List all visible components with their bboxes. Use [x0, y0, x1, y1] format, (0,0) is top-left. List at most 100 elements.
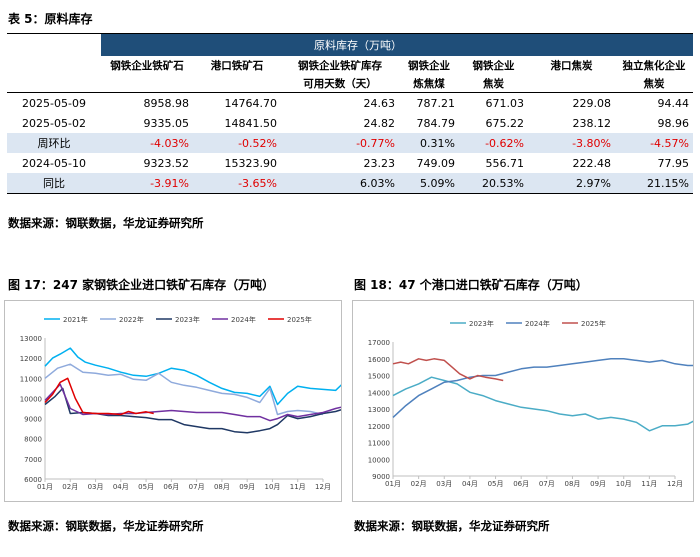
y-tick-label: 8000	[24, 436, 42, 444]
table-cell: 14841.50	[224, 116, 278, 130]
table-row: 2024-05-10 9323.52 15323.90 23.23 749.09 556.…	[7, 153, 693, 173]
x-tick-label: 01月	[385, 480, 401, 488]
table-cell: 671.03	[485, 96, 525, 110]
column-header: 港口铁矿石	[210, 59, 264, 72]
y-tick-label: 16000	[368, 356, 390, 364]
legend-label: 2023年	[175, 315, 200, 324]
y-tick-label: 13000	[368, 406, 390, 414]
legend-label: 2024年	[525, 319, 550, 328]
x-tick-label: 09月	[239, 483, 255, 491]
x-tick-label: 07月	[539, 480, 555, 488]
table-cell: 238.12	[572, 116, 612, 130]
chart18: 9000 10000 11000 12000 13000 14000 15000 16000 1…	[368, 319, 700, 488]
table-cell: 20.53%	[459, 173, 528, 194]
table-cell: -0.62%	[459, 133, 528, 153]
column-header-line2	[101, 74, 193, 93]
column-header: 独立焦化企业	[622, 59, 686, 72]
table-cell: 24.82	[363, 116, 396, 130]
column-header: 钢铁企业铁矿库存	[298, 59, 382, 72]
table-cell: 2.97%	[528, 173, 615, 194]
row-label: 周环比	[7, 133, 101, 153]
table-cell: 21.15%	[615, 173, 693, 194]
table-cell: -0.52%	[193, 133, 281, 153]
y-tick-label: 13000	[20, 335, 42, 343]
x-tick-label: 01月	[37, 483, 53, 491]
table-cell: 24.63	[363, 96, 396, 110]
legend-label: 2024年	[231, 315, 256, 324]
table-cell: -3.91%	[101, 173, 193, 194]
x-tick-label: 05月	[488, 480, 504, 488]
table-row: 周环比 -4.03% -0.52% -0.77% 0.31% -0.62% -3.80% -4…	[7, 133, 693, 153]
x-tick-label: 12月	[315, 483, 331, 491]
x-tick-label: 03月	[436, 480, 452, 488]
y-tick-label: 9000	[372, 473, 390, 481]
table-cell: -0.77%	[281, 133, 399, 153]
column-header-line2: 炼焦煤	[399, 74, 459, 93]
chart17-title: 图 17：247 家钢铁企业进口铁矿石库存（万吨）	[8, 278, 275, 292]
column-header: 钢铁企业铁矿石	[110, 59, 184, 72]
table-cell: -4.57%	[615, 133, 693, 153]
legend-label: 2025年	[581, 319, 606, 328]
y-tick-label: 11000	[368, 440, 390, 448]
legend-label: 2025年	[287, 315, 312, 324]
table-cell: 77.95	[657, 156, 690, 170]
x-tick-label: 12月	[667, 480, 683, 488]
column-header-line2: 焦炭	[459, 74, 528, 93]
column-header-row-2: 可用天数（天） 炼焦煤 焦炭 焦炭	[7, 74, 693, 93]
table-cell: 556.71	[485, 156, 525, 170]
chart17-frame: 6000 7000 8000 9000 10000 11000 12000 13000 01月 0…	[4, 300, 349, 502]
x-tick-label: 07月	[189, 483, 205, 491]
row-label: 2024-05-10	[22, 156, 86, 170]
x-tick-label: 04月	[113, 483, 129, 491]
y-tick-label: 12000	[368, 423, 390, 431]
table-cell: 15323.90	[224, 156, 278, 170]
legend-label: 2022年	[119, 315, 144, 324]
x-tick-label: 09月	[590, 480, 606, 488]
table-cell: -4.03%	[101, 133, 193, 153]
table-cell: 6.03%	[281, 173, 399, 194]
table-row: 2025-05-09 8958.98 14764.70 24.63 787.21 671.…	[7, 93, 693, 114]
table-cell: 784.79	[416, 116, 456, 130]
column-header-line2	[193, 74, 281, 93]
table-cell: 9323.52	[143, 156, 190, 170]
column-header: 钢铁企业	[408, 59, 450, 72]
table-cell: 675.22	[485, 116, 525, 130]
x-tick-label: 04月	[462, 480, 478, 488]
row-label: 2025-05-02	[22, 116, 86, 130]
table-title: 表 5：原料库存	[8, 12, 93, 26]
table-cell: 0.31%	[399, 133, 459, 153]
table-cell: 5.09%	[399, 173, 459, 194]
x-tick-label: 11月	[641, 480, 657, 488]
y-tick-label: 10000	[20, 395, 42, 403]
chart18-source: 数据来源：钢联数据，华龙证券研究所	[354, 519, 550, 533]
column-header-line2: 焦炭	[615, 74, 693, 93]
row-label: 同比	[7, 173, 101, 194]
series-line-2025年	[44, 377, 154, 416]
x-tick-label: 10月	[264, 483, 280, 491]
x-tick-label: 11月	[290, 483, 306, 491]
x-tick-label: 02月	[62, 483, 78, 491]
chart18-title: 图 18：47 个港口进口铁矿石库存（万吨）	[354, 278, 588, 292]
table-cell: 8958.98	[143, 96, 190, 110]
y-tick-label: 7000	[24, 456, 42, 464]
chart17: 6000 7000 8000 9000 10000 11000 12000 13000 01月 0…	[20, 315, 349, 491]
table-cell: 23.23	[363, 156, 396, 170]
series-line-2024年	[392, 358, 700, 418]
group-header: 原料库存（万吨）	[101, 33, 615, 56]
table-cell: 749.09	[416, 156, 456, 170]
y-tick-label: 14000	[368, 389, 390, 397]
y-tick-label: 6000	[24, 476, 42, 484]
table-cell: 222.48	[572, 156, 612, 170]
table-row: 2025-05-02 9335.05 14841.50 24.82 784.79 675.…	[7, 113, 693, 133]
y-tick-label: 12000	[20, 355, 42, 363]
table-cell: 229.08	[572, 96, 612, 110]
table-row: 同比 -3.91% -3.65% 6.03% 5.09% 20.53% 2.97% 21.15…	[7, 173, 693, 194]
x-tick-label: 02月	[411, 480, 427, 488]
column-header-line2	[528, 74, 615, 93]
series-line-2023年	[392, 376, 700, 432]
y-tick-label: 9000	[24, 416, 42, 424]
table-cell: 14764.70	[224, 96, 278, 110]
column-header-line2: 可用天数（天）	[281, 74, 399, 93]
x-tick-label: 05月	[138, 483, 154, 491]
table-cell: -3.80%	[528, 133, 615, 153]
